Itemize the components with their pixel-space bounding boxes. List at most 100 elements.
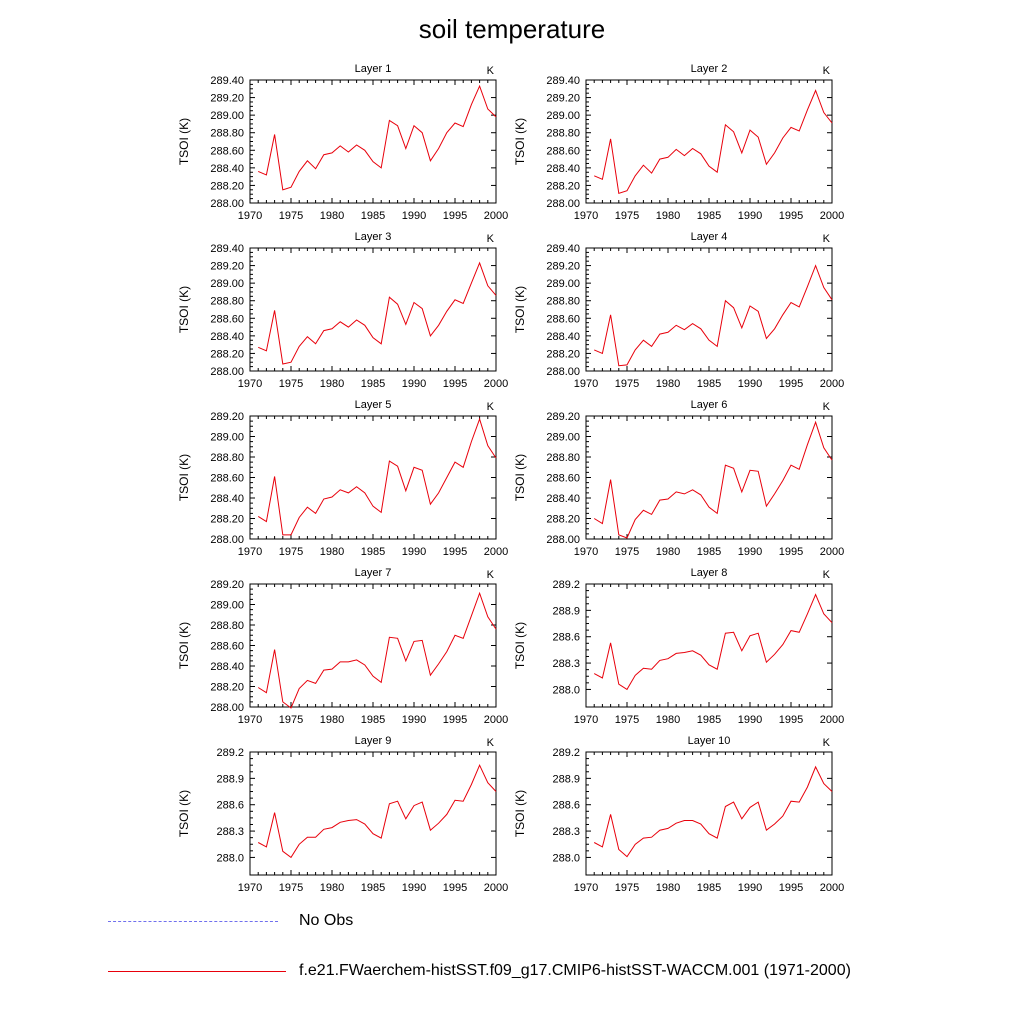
subplot-title: Layer 4 — [691, 231, 728, 243]
series-line — [258, 84, 497, 191]
subplot-title: Layer 6 — [691, 399, 728, 411]
y-tick-label: 289.20 — [546, 261, 580, 273]
x-tick-label: 2000 — [484, 714, 508, 726]
units-label: K — [487, 233, 495, 245]
x-tick-label: 1985 — [361, 714, 385, 726]
plot-frame — [585, 247, 833, 372]
y-tick-label: 289.20 — [210, 579, 244, 591]
x-tick-label: 1970 — [574, 210, 598, 222]
x-tick-label: 1995 — [779, 378, 803, 390]
series-line — [258, 261, 497, 365]
y-tick-label: 289.40 — [546, 75, 580, 87]
subplot-layer-8: Layer 8 K TSOI (K) 1970 1975 1980 1985 1990 1995… — [513, 567, 844, 726]
y-tick-label: 289.00 — [210, 110, 244, 122]
y-tick-label: 288.80 — [210, 452, 244, 464]
x-tick-label: 2000 — [484, 882, 508, 894]
x-tick-label: 1970 — [574, 546, 598, 558]
x-tick-label: 1975 — [615, 882, 639, 894]
x-tick-label: 1990 — [738, 210, 762, 222]
x-tick-label: 1995 — [779, 210, 803, 222]
y-tick-label: 288.20 — [210, 514, 244, 526]
y-tick-label: 289.2 — [216, 747, 244, 759]
y-tick-label: 288.3 — [552, 826, 580, 838]
series-line — [257, 417, 497, 536]
units-label: K — [823, 401, 831, 413]
x-tick-label: 1985 — [361, 882, 385, 894]
y-tick-label: 288.20 — [210, 180, 244, 192]
x-tick-label: 1990 — [402, 378, 426, 390]
x-tick-label: 1990 — [738, 378, 762, 390]
y-tick-label: 289.40 — [210, 243, 244, 255]
y-tick-label: 289.40 — [546, 243, 580, 255]
y-tick-label: 288.80 — [546, 296, 580, 308]
units-label: K — [823, 65, 831, 77]
x-tick-label: 1995 — [443, 210, 467, 222]
y-tick-label: 288.00 — [546, 198, 580, 210]
y-tick-label: 288.20 — [546, 348, 580, 360]
x-tick-label: 1990 — [402, 210, 426, 222]
y-tick-label: 288.00 — [546, 534, 580, 546]
subplot-title: Layer 7 — [355, 567, 392, 579]
x-tick-label: 1985 — [361, 378, 385, 390]
x-tick-label: 2000 — [484, 210, 508, 222]
subplot-title: Layer 1 — [355, 63, 392, 75]
units-label: K — [823, 569, 831, 581]
x-tick-label: 1990 — [402, 714, 426, 726]
y-tick-label: 288.20 — [210, 682, 244, 694]
x-tick-label: 1995 — [443, 378, 467, 390]
series-line — [593, 765, 833, 858]
y-tick-label: 288.0 — [216, 852, 244, 864]
series-line — [593, 593, 833, 691]
x-tick-label: 1995 — [779, 546, 803, 558]
y-tick-label: 288.60 — [210, 313, 244, 325]
y-tick-label: 288.60 — [210, 145, 244, 157]
x-tick-label: 1995 — [779, 714, 803, 726]
y-tick-label: 288.60 — [210, 473, 244, 485]
y-tick-label: 288.60 — [210, 641, 244, 653]
y-tick-label: 288.40 — [210, 661, 244, 673]
x-tick-label: 2000 — [484, 546, 508, 558]
x-tick-label: 1975 — [279, 210, 303, 222]
y-tick-label: 288.20 — [546, 514, 580, 526]
y-tick-label: 289.2 — [552, 747, 580, 759]
y-axis-label: TSOI (K) — [513, 454, 527, 501]
plot-frame — [585, 583, 833, 708]
x-tick-label: 1980 — [320, 210, 344, 222]
y-tick-label: 288.0 — [552, 684, 580, 696]
units-label: K — [487, 401, 495, 413]
series-line — [593, 420, 833, 539]
subplot-layer-5: Layer 5 K TSOI (K) 1970 1975 1980 1985 1990 1995… — [177, 399, 508, 558]
plot-frame — [249, 79, 497, 204]
x-tick-label: 1990 — [402, 882, 426, 894]
y-tick-label: 288.9 — [552, 605, 580, 617]
x-tick-label: 1970 — [238, 882, 262, 894]
y-tick-label: 288.3 — [552, 658, 580, 670]
x-tick-label: 1980 — [656, 210, 680, 222]
y-tick-label: 289.20 — [210, 411, 244, 423]
y-tick-label: 288.80 — [210, 128, 244, 140]
x-tick-label: 1985 — [697, 546, 721, 558]
x-tick-label: 1975 — [279, 378, 303, 390]
units-label: K — [823, 233, 831, 245]
x-tick-label: 2000 — [484, 378, 508, 390]
y-tick-label: 288.40 — [546, 163, 580, 175]
subplot-layer-6: Layer 6 K TSOI (K) 1970 1975 1980 1985 1990 1995… — [513, 399, 844, 558]
y-tick-label: 289.20 — [210, 261, 244, 273]
series-line — [257, 763, 497, 859]
plot-frame — [249, 751, 497, 876]
y-tick-label: 288.60 — [546, 473, 580, 485]
y-tick-label: 288.40 — [210, 493, 244, 505]
subplot-title: Layer 3 — [355, 231, 392, 243]
y-tick-label: 289.20 — [546, 411, 580, 423]
subplot-title: Layer 8 — [691, 567, 728, 579]
y-tick-label: 289.20 — [546, 93, 580, 105]
x-tick-label: 1985 — [361, 210, 385, 222]
x-tick-label: 1970 — [574, 714, 598, 726]
y-axis-label: TSOI (K) — [513, 286, 527, 333]
y-tick-label: 289.40 — [210, 75, 244, 87]
plot-frame — [249, 415, 497, 540]
y-tick-label: 288.6 — [552, 632, 580, 644]
units-label: K — [823, 737, 831, 749]
y-axis-label: TSOI (K) — [177, 790, 191, 837]
